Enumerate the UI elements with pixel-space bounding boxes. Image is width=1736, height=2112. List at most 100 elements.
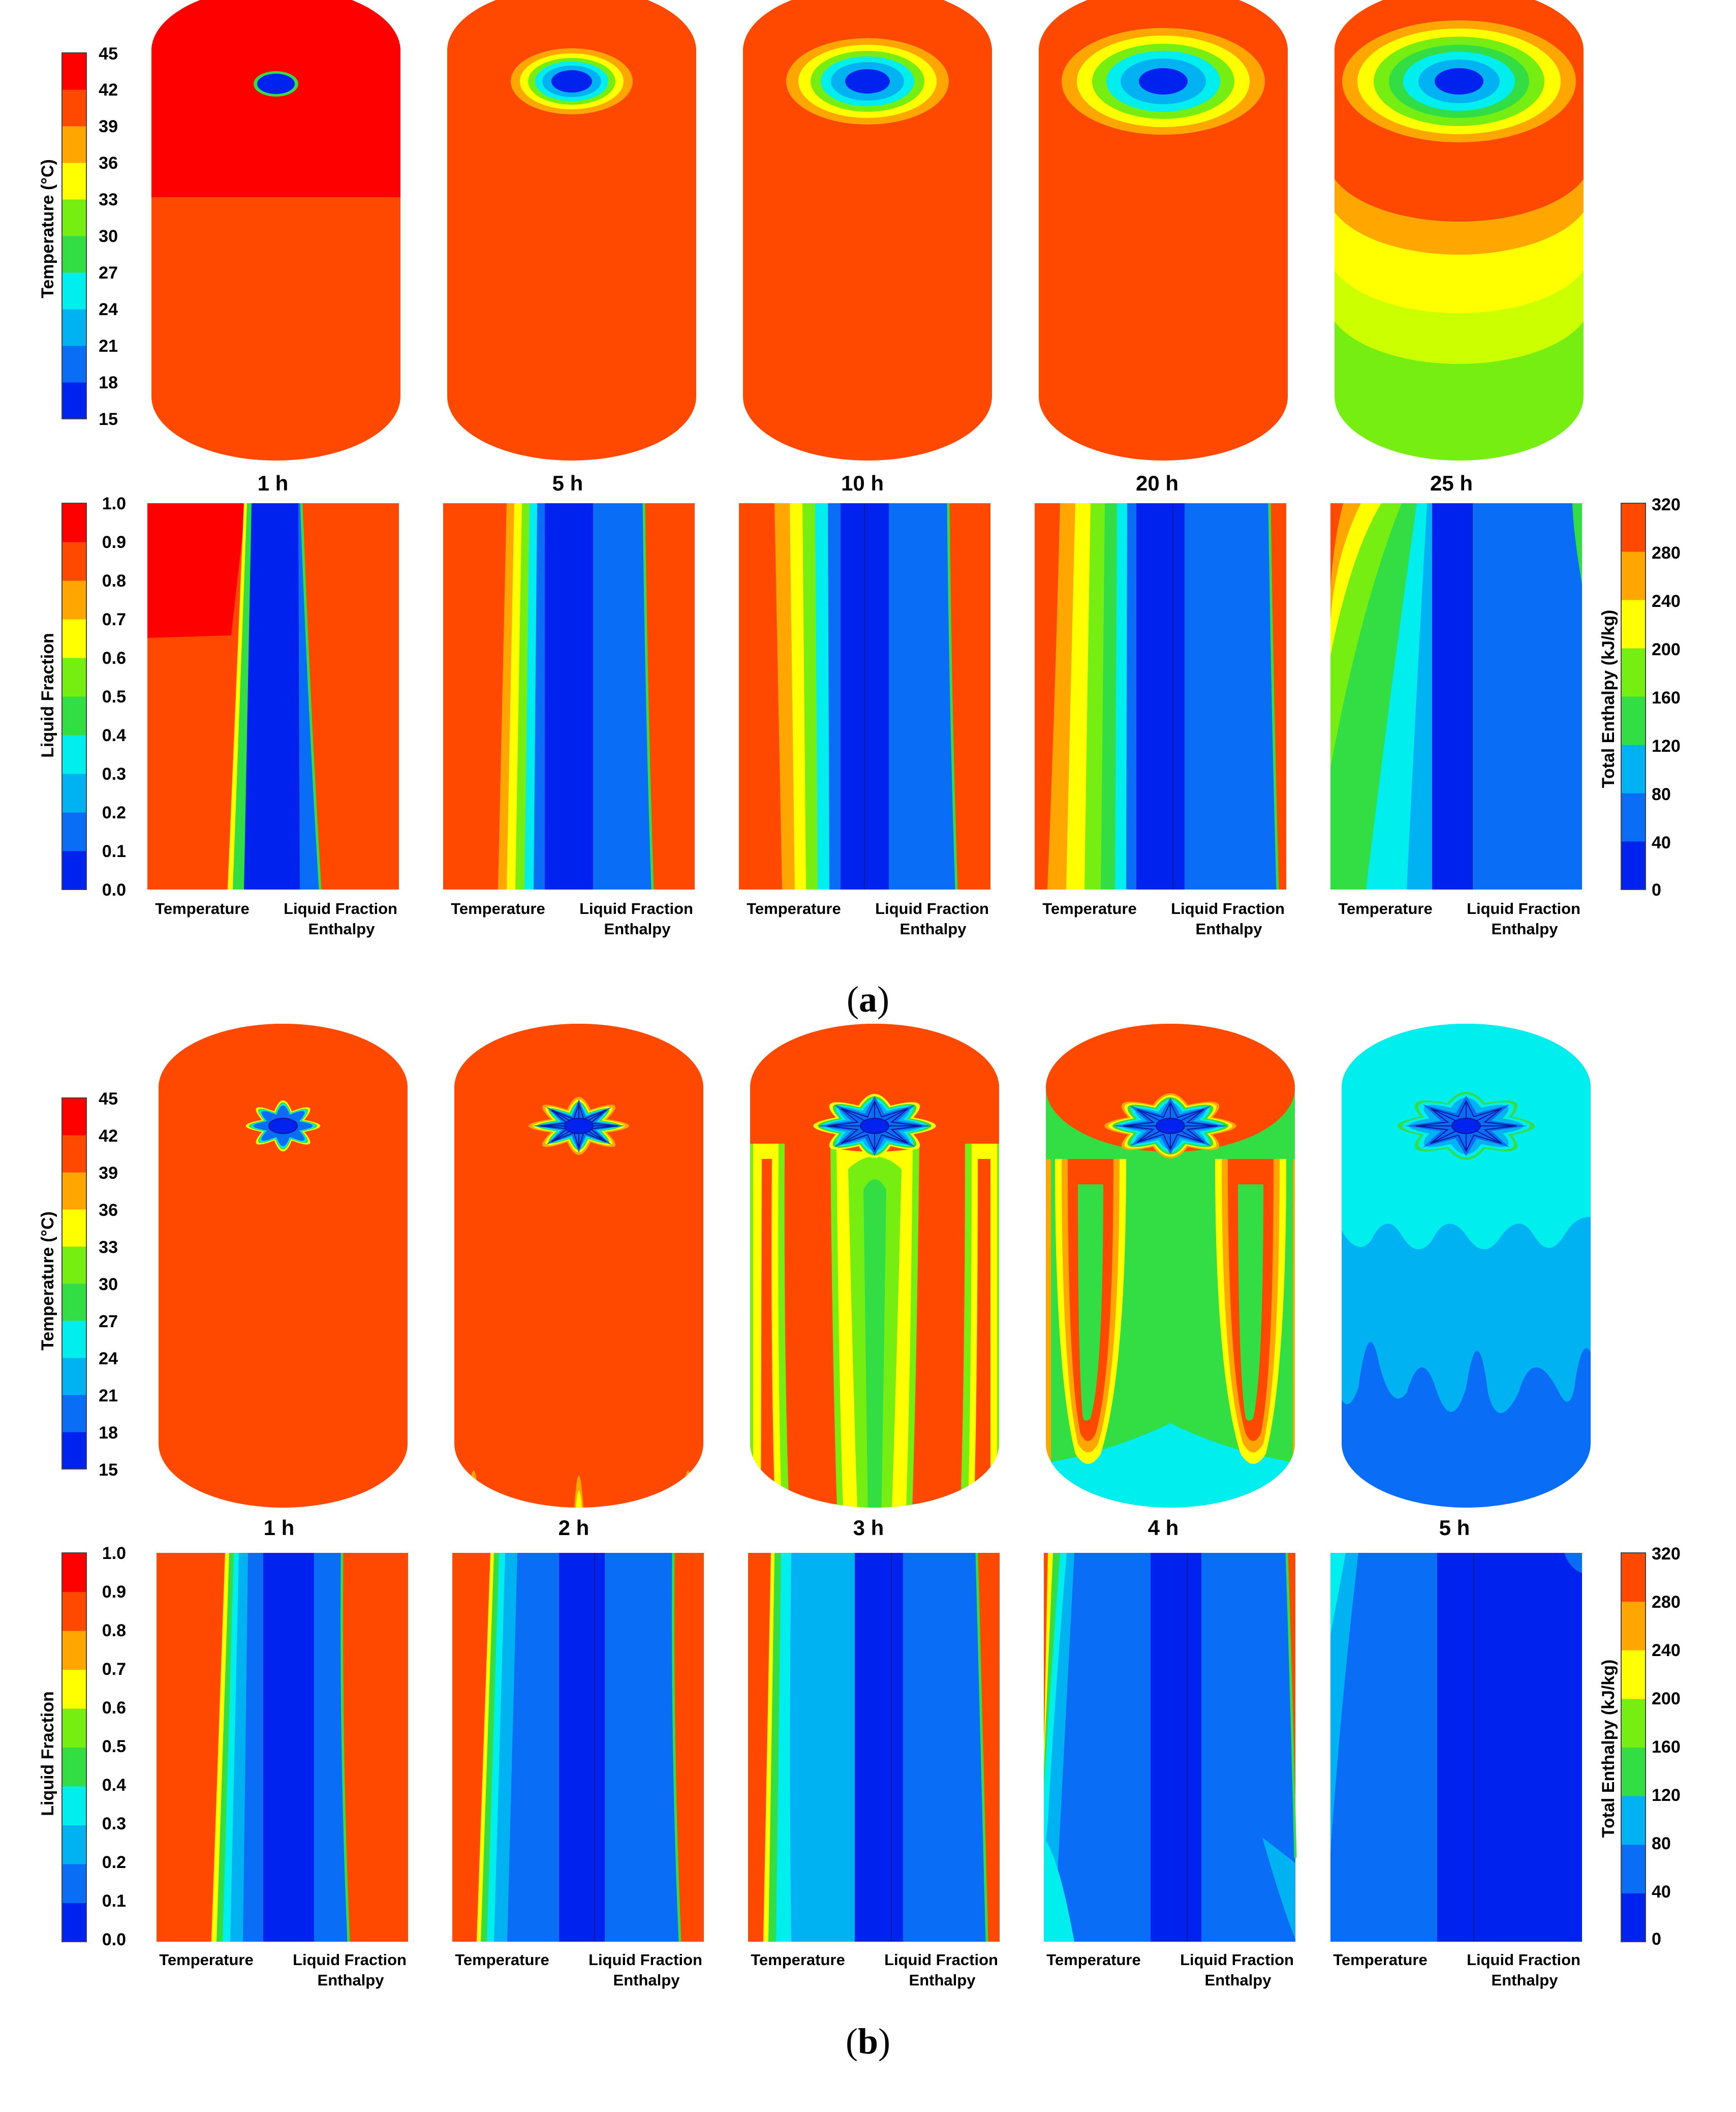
solid-core <box>855 1553 903 1942</box>
front-line <box>642 503 654 890</box>
solid-outer <box>1473 503 1582 890</box>
time-label: 20 h <box>1136 471 1179 495</box>
time-label: 2 h <box>559 1516 590 1540</box>
section-label-enthalpy: Enthalpy <box>1196 920 1263 938</box>
solid-outer <box>1185 503 1278 890</box>
legend-swatch <box>62 1321 86 1358</box>
legend-swatch <box>1621 648 1646 697</box>
cylinder-a-1h <box>151 0 400 461</box>
caption-letter: b <box>858 2021 878 2062</box>
cylinder-top <box>454 1024 703 1152</box>
legend-swatch <box>62 619 86 658</box>
band-mid <box>507 1553 559 1942</box>
cylinder-body <box>454 1024 703 1508</box>
enthalpy-legend-a: 320 280 240 200 160 120 80 40 0 Total En… <box>1599 495 1681 900</box>
fin-star <box>1397 1092 1535 1160</box>
legend-swatch <box>1621 793 1646 842</box>
time-label: 3 h <box>853 1516 884 1540</box>
time-label: 5 h <box>1439 1516 1470 1540</box>
tick-label: 0.5 <box>102 1737 126 1756</box>
legend-swatch <box>62 1246 86 1284</box>
liquid-fraction-legend-a-title: Liquid Fraction <box>38 633 57 758</box>
front-line <box>1268 503 1279 890</box>
cylinder-body <box>159 1024 408 1508</box>
legend-swatch <box>1621 1698 1646 1748</box>
cylinder-top <box>159 1024 408 1152</box>
tick-label: 160 <box>1652 1737 1681 1757</box>
melted-region <box>147 503 246 638</box>
tick-label: 0.9 <box>102 533 126 552</box>
tick-label: 0.9 <box>102 1582 126 1602</box>
solid-outer <box>593 503 653 890</box>
tick-label: 320 <box>1652 1544 1681 1564</box>
tick-label: 1.0 <box>102 1544 126 1563</box>
section-label-liquid-fraction: Liquid Fraction <box>1180 1951 1294 1969</box>
solid-core <box>1136 503 1185 890</box>
section-b-4h <box>1044 1552 1297 1942</box>
legend-swatch <box>1621 1747 1646 1796</box>
solid-core <box>545 503 593 890</box>
tick-label: 0.6 <box>102 649 126 668</box>
section-b-3h <box>748 1552 1000 1942</box>
cylinder-b-3h <box>750 1024 999 1508</box>
time-label: 5 h <box>552 471 583 495</box>
section-label-liquid-fraction: Liquid Fraction <box>579 900 693 917</box>
core <box>257 74 295 94</box>
edge-liquid <box>977 1553 1000 1942</box>
section-label-temperature: Temperature <box>1333 1951 1428 1969</box>
tick-label: 200 <box>1652 1689 1681 1708</box>
band-mid <box>243 1553 263 1942</box>
cylinder-b-2h <box>454 1024 703 1508</box>
legend-swatch <box>62 851 86 890</box>
section-label-temperature: Temperature <box>747 900 841 917</box>
tick-label: 0.7 <box>102 610 126 629</box>
section-label-temperature: Temperature <box>1042 900 1137 917</box>
legend-swatch <box>62 1098 86 1136</box>
band <box>790 1553 855 1942</box>
tick-label: 1.0 <box>102 494 126 513</box>
section-label-enthalpy: Enthalpy <box>1492 1971 1559 1989</box>
band <box>763 1553 776 1942</box>
cylinder-body <box>447 0 696 461</box>
legend-swatch <box>62 774 86 813</box>
liquid-fraction-legend-a-bar <box>61 503 87 890</box>
tick-label: 120 <box>1652 1786 1681 1805</box>
legend-swatch <box>62 696 86 736</box>
edge-band <box>1293 1159 1295 1464</box>
tick-label: 18 <box>99 1423 118 1443</box>
tick-label: 27 <box>99 263 118 283</box>
temperature-legend-a: Temperature (°C) 45 42 39 36 33 30 27 24… <box>38 44 118 429</box>
tick-label: 39 <box>99 1164 118 1183</box>
tick-label: 280 <box>1652 1593 1681 1612</box>
tick-label: 24 <box>99 1349 118 1368</box>
section-a-1h <box>147 503 399 890</box>
band <box>1330 503 1361 620</box>
section-label-enthalpy: Enthalpy <box>308 920 376 938</box>
tick-label: 15 <box>99 410 118 429</box>
legend-swatch <box>62 1432 86 1470</box>
tube-core <box>268 1118 298 1134</box>
fin-star <box>529 1096 629 1155</box>
front-line <box>300 503 322 890</box>
legend-frame <box>61 1097 87 1470</box>
time-label: 1 h <box>264 1516 295 1540</box>
tick-label: 27 <box>99 1312 118 1331</box>
tick-label: 0.8 <box>102 1621 126 1640</box>
legend-swatch <box>62 309 86 346</box>
liquid-fraction-legend-a: Liquid Fraction 1.0 0.9 0.8 0.7 0.6 0.5 … <box>38 494 126 900</box>
section-label-temperature: Temperature <box>455 1951 549 1969</box>
column-core <box>863 1179 886 1508</box>
legend-swatch <box>62 1283 86 1321</box>
panel-b-caption: (b) <box>846 2021 890 2062</box>
tick-label: 0 <box>1652 880 1661 900</box>
solid-core <box>1432 503 1473 890</box>
cylinder-top <box>1342 1024 1591 1152</box>
section-label-enthalpy: Enthalpy <box>1492 920 1559 938</box>
section-b-2h <box>452 1552 704 1942</box>
tick-label: 33 <box>99 1238 118 1257</box>
band <box>1330 1553 1346 1634</box>
tick-label: 33 <box>99 190 118 209</box>
section-label-liquid-fraction: Liquid Fraction <box>1171 900 1285 917</box>
legend-swatch <box>62 272 86 310</box>
legend-frame <box>1621 503 1646 890</box>
